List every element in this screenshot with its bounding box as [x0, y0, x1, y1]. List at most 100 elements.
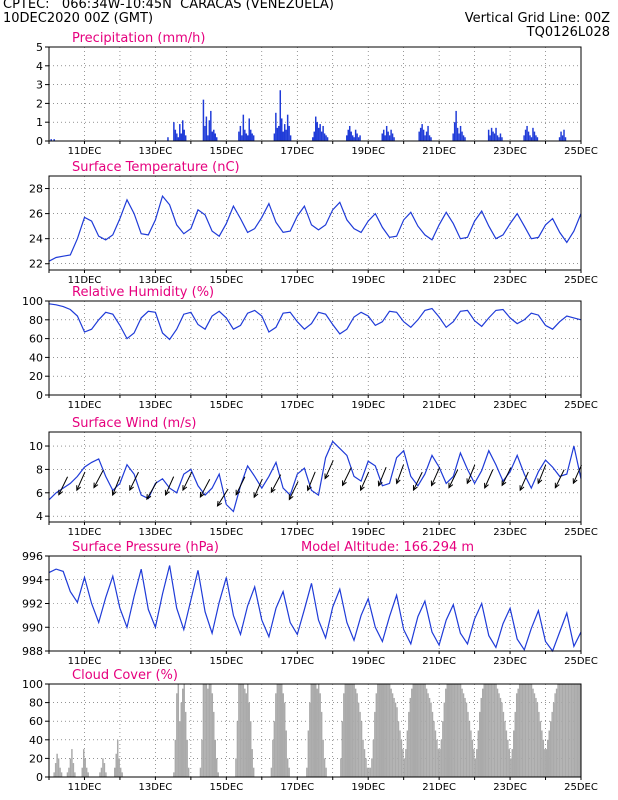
wind-arrow-head — [306, 485, 312, 492]
precip-bar — [213, 129, 215, 141]
cloud-bar — [57, 758, 60, 777]
precip-bar — [354, 129, 357, 141]
cloud-bar — [527, 684, 530, 777]
y-tick-label: 100 — [22, 678, 43, 691]
precip-bar — [490, 127, 493, 141]
x-tick-label: 21DEC — [422, 275, 456, 286]
cloud-bar — [449, 684, 451, 777]
cloud-bar — [368, 767, 370, 777]
x-tick-label: 19DEC — [351, 527, 385, 538]
cloud-bar — [182, 688, 184, 777]
cloud-bar — [211, 693, 214, 777]
wind-arrow — [484, 469, 494, 489]
header-model-id: TQ0126L028 — [526, 25, 610, 40]
y-tick-label: 28 — [29, 183, 43, 196]
wind-arrow-head — [554, 482, 560, 489]
panel-subtitle: Model Altitude: 166.294 m — [301, 540, 474, 555]
cloud-bar — [552, 702, 555, 777]
wind-arrow — [76, 471, 86, 491]
wind-arrow-head — [111, 490, 117, 497]
cloud-bar — [533, 693, 536, 777]
cloud-bar — [105, 772, 107, 777]
precip-bar — [459, 125, 462, 141]
wind-arrow-head — [484, 482, 489, 489]
cloud-bar — [501, 702, 503, 777]
cloud-bar — [399, 730, 401, 777]
cloud-bar — [549, 721, 552, 777]
cloud-bar — [480, 697, 482, 777]
panel-title: Surface Temperature (nC) — [72, 160, 240, 175]
precip-bar — [215, 137, 218, 141]
cloud-bar — [59, 767, 61, 777]
cloud-bar — [538, 711, 540, 777]
wind-arrow-head — [572, 478, 578, 485]
cloud-bar — [381, 684, 383, 777]
precip-bar — [315, 116, 317, 141]
cloud-bar — [573, 684, 576, 777]
cloud-bar — [176, 693, 178, 777]
cloud-bar — [541, 730, 543, 777]
cloud-bar — [66, 772, 69, 777]
cloud-bar — [354, 688, 357, 777]
cloud-bar — [474, 758, 477, 777]
header-date: 10DEC2020 00Z (GMT) — [3, 11, 154, 26]
precip-bar — [496, 135, 499, 141]
cloud-bar — [99, 772, 101, 777]
wind-arrow — [199, 479, 211, 498]
cloud-bar — [378, 684, 381, 777]
y-tick-label: 40 — [29, 351, 43, 364]
cloud-bar — [569, 684, 571, 777]
precip-bar — [278, 125, 280, 141]
cloud-bar — [437, 749, 440, 777]
cloud-bar — [365, 758, 367, 777]
y-tick-label: 3 — [36, 79, 43, 92]
cloud-bar — [56, 753, 58, 777]
precip-bar — [320, 131, 323, 141]
series-line — [48, 303, 582, 341]
wind-arrow-head — [395, 478, 401, 485]
precip-bar — [530, 137, 533, 141]
cloud-bar — [391, 693, 394, 777]
cloud-bar — [384, 684, 386, 777]
wind-arrow-head — [412, 485, 418, 492]
cloud-bar — [511, 749, 514, 777]
panel-frame — [48, 46, 582, 142]
x-tick-label: 17DEC — [280, 527, 314, 538]
cloud-bar — [315, 684, 317, 777]
precip-bar — [421, 124, 423, 141]
precip-bar — [452, 133, 454, 141]
cloud-bar — [402, 749, 404, 777]
wind-arrow — [146, 481, 158, 500]
precip-bar — [453, 122, 456, 141]
cloud-bar — [84, 758, 86, 777]
wind-arrow-head — [377, 480, 383, 487]
precip-bar — [238, 131, 240, 141]
precip-bar — [382, 129, 385, 141]
cloud-bar — [309, 702, 311, 777]
precip-bar — [487, 129, 490, 141]
cloud-bar — [570, 684, 573, 777]
x-tick-label: 23DEC — [493, 400, 527, 411]
cloud-bar — [118, 758, 120, 777]
cloud-bar — [180, 702, 182, 777]
x-tick-label: 21DEC — [422, 782, 456, 793]
x-tick-label: 25DEC — [564, 782, 598, 793]
panel-frame — [48, 300, 582, 396]
y-tick-label: 20 — [29, 752, 43, 765]
cloud-bar — [306, 767, 308, 777]
x-tick-label: 13DEC — [139, 146, 173, 157]
x-tick-label: 19DEC — [351, 275, 385, 286]
cloud-bar — [440, 739, 443, 777]
precip-bar — [563, 129, 565, 141]
x-tick-label: 17DEC — [280, 275, 314, 286]
cloud-bar — [436, 739, 438, 777]
precip-bar — [424, 135, 426, 141]
precip-bar — [283, 124, 286, 141]
x-tick-label: 13DEC — [139, 275, 173, 286]
cloud-bar — [325, 767, 327, 777]
cloud-bar — [430, 702, 432, 777]
y-tick-label: 4 — [36, 60, 43, 73]
cloud-bar — [85, 767, 88, 777]
cloud-bar — [288, 767, 290, 777]
cloud-bar — [316, 688, 318, 777]
